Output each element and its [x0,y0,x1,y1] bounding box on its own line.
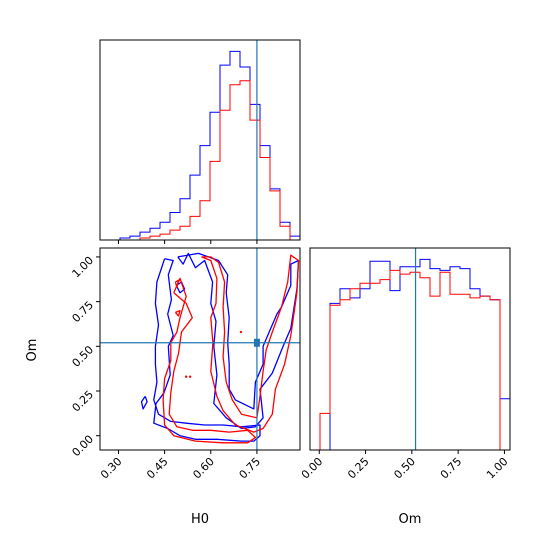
axes-frame [99,39,301,241]
contour-series-1-3 [175,281,186,294]
x-tick-label-4: 1.00 [484,455,511,482]
contour-point-2-1 [239,330,243,334]
truth-marker [253,338,260,347]
x-tick-label-1: 0.25 [345,455,372,482]
contour-series-2-1 [201,254,300,433]
y-tick-label-2: 0.50 [70,343,97,370]
contour-series-2-2 [162,277,257,444]
contour-point-2-3 [188,375,192,378]
contour-series-1-1 [177,252,300,430]
om-marginal-histogram: 0.00 0.25 0.50 0.75 1.00 [299,247,511,482]
x-tick-label-2: 0.50 [391,455,418,482]
y-tick-label-0: 0.00 [70,433,97,460]
x-tick-label-0: 0.30 [98,455,125,482]
contour-point-2-2 [184,375,188,378]
histogram-series-2 [310,269,510,450]
axes-frame [99,247,301,451]
y-axis-label-om: Om [25,339,40,362]
h0-om-joint-contour: 0.30 0.45 0.60 0.75 0.00 0.25 0.50 0.75 1.00 [70,247,301,482]
contour-series-2-3 [174,279,180,288]
contour-series-2-4 [174,309,181,317]
axes-frame [309,247,511,451]
histogram-series-1 [310,258,510,450]
x-tick-label-0: 0.00 [299,455,326,482]
plot-area [100,40,300,240]
x-axis-label-om: Om [399,512,422,527]
y-tick-label-4: 1.00 [70,254,97,281]
contour-series-1-2 [153,258,261,442]
x-tick-label-2: 0.60 [190,455,217,482]
y-tick-label-1: 0.25 [70,388,97,415]
x-tick-label-3: 0.75 [237,455,264,482]
x-axis-label-h0: H0 [191,512,209,527]
x-tick-label-3: 0.75 [438,455,465,482]
contour-series-1-4 [140,396,148,410]
histogram-series-2 [100,80,300,240]
plot-area [310,248,510,450]
h0-marginal-histogram [99,39,301,244]
plot-area [100,248,300,450]
y-tick-label-3: 0.75 [70,299,97,326]
x-tick-label-1: 0.45 [144,455,171,482]
